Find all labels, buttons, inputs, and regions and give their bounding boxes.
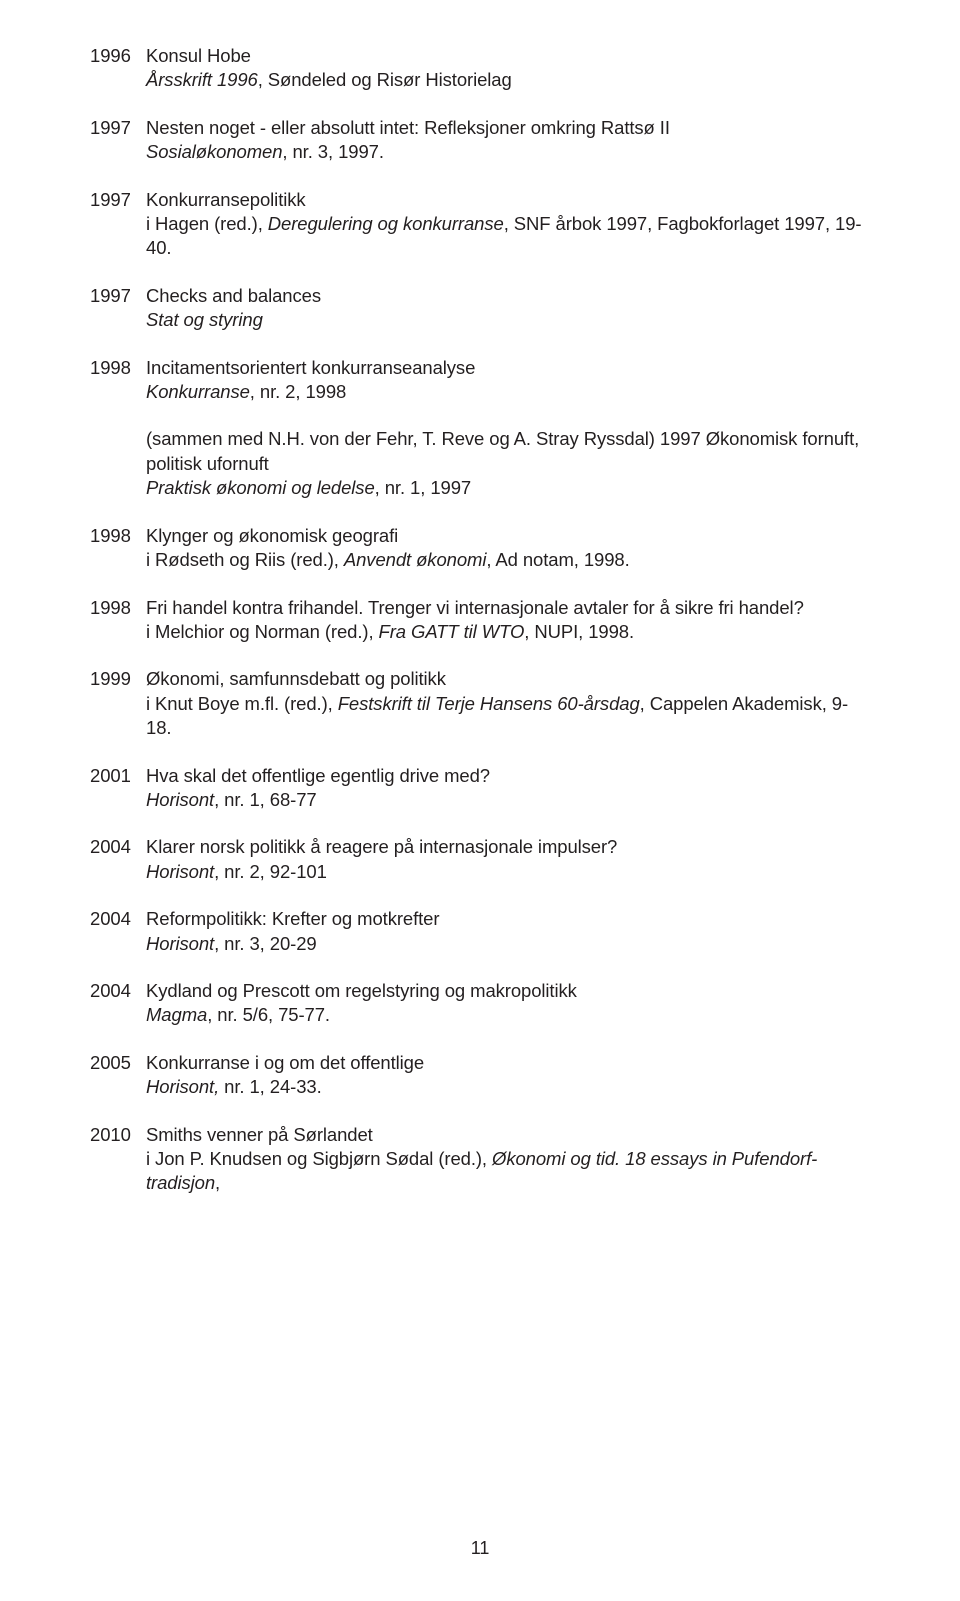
entry-year: 2005 [90, 1051, 146, 1100]
bibliography-entry: 2004Kydland og Prescott om regelstyring … [90, 979, 870, 1028]
entry-line: Klynger og økonomisk geografi [146, 524, 870, 548]
entry-year: 1998 [90, 356, 146, 405]
entry-year: 2004 [90, 907, 146, 956]
entry-content: Nesten noget - eller absolutt intet: Ref… [146, 116, 870, 165]
entry-year: 2004 [90, 979, 146, 1028]
entry-line: Økonomi, samfunnsdebatt og politikk [146, 667, 870, 691]
bibliography-entry: 2004Reformpolitikk: Krefter og motkrefte… [90, 907, 870, 956]
entry-content: Hva skal det offentlige egentlig drive m… [146, 764, 870, 813]
entry-year: 1996 [90, 44, 146, 93]
entry-year [90, 427, 146, 500]
entry-line: Hva skal det offentlige egentlig drive m… [146, 764, 870, 788]
entry-content: Klynger og økonomisk geografii Rødseth o… [146, 524, 870, 573]
entry-year: 1997 [90, 116, 146, 165]
entry-year: 1999 [90, 667, 146, 740]
entry-year: 1998 [90, 596, 146, 645]
bibliography-entry: 1997Konkurransepolitikki Hagen (red.), D… [90, 188, 870, 261]
entry-content: (sammen med N.H. von der Fehr, T. Reve o… [146, 427, 870, 500]
bibliography-entry: 1998Incitamentsorientert konkurranseanal… [90, 356, 870, 405]
bibliography-entry: (sammen med N.H. von der Fehr, T. Reve o… [90, 427, 870, 500]
entry-line: Konsul Hobe [146, 44, 870, 68]
entry-content: Checks and balancesStat og styring [146, 284, 870, 333]
entry-content: Konkurranse i og om det offentligeHoriso… [146, 1051, 870, 1100]
entry-line: Konkurransepolitikk [146, 188, 870, 212]
entry-line: Kydland og Prescott om regelstyring og m… [146, 979, 870, 1003]
entry-line: Horisont, nr. 3, 20-29 [146, 932, 870, 956]
entry-content: Incitamentsorientert konkurranseanalyseK… [146, 356, 870, 405]
entry-line: Stat og styring [146, 308, 870, 332]
entry-line: Nesten noget - eller absolutt intet: Ref… [146, 116, 870, 140]
entry-content: Økonomi, samfunnsdebatt og politikki Knu… [146, 667, 870, 740]
entry-line: i Hagen (red.), Deregulering og konkurra… [146, 212, 870, 261]
entry-line: Klarer norsk politikk å reagere på inter… [146, 835, 870, 859]
bibliography-entry: 2001Hva skal det offentlige egentlig dri… [90, 764, 870, 813]
entry-content: Fri handel kontra frihandel. Trenger vi … [146, 596, 870, 645]
entry-content: Kydland og Prescott om regelstyring og m… [146, 979, 870, 1028]
bibliography-entry: 1998Fri handel kontra frihandel. Trenger… [90, 596, 870, 645]
entry-line: i Melchior og Norman (red.), Fra GATT ti… [146, 620, 870, 644]
entry-year: 2010 [90, 1123, 146, 1196]
entry-line: i Knut Boye m.fl. (red.), Festskrift til… [146, 692, 870, 741]
entry-year: 2004 [90, 835, 146, 884]
bibliography-entry: 2004Klarer norsk politikk å reagere på i… [90, 835, 870, 884]
publication-list: 1996Konsul HobeÅrsskrift 1996, Søndeled … [90, 44, 870, 1196]
entry-line: Horisont, nr. 2, 92-101 [146, 860, 870, 884]
bibliography-entry: 2010Smiths venner på Sørlandeti Jon P. K… [90, 1123, 870, 1196]
entry-line: Årsskrift 1996, Søndeled og Risør Histor… [146, 68, 870, 92]
entry-line: Fri handel kontra frihandel. Trenger vi … [146, 596, 870, 620]
entry-content: Konkurransepolitikki Hagen (red.), Dereg… [146, 188, 870, 261]
bibliography-entry: 1996Konsul HobeÅrsskrift 1996, Søndeled … [90, 44, 870, 93]
entry-content: Reformpolitikk: Krefter og motkrefterHor… [146, 907, 870, 956]
entry-content: Smiths venner på Sørlandeti Jon P. Knuds… [146, 1123, 870, 1196]
bibliography-entry: 1999Økonomi, samfunnsdebatt og politikki… [90, 667, 870, 740]
entry-content: Klarer norsk politikk å reagere på inter… [146, 835, 870, 884]
entry-line: Praktisk økonomi og ledelse, nr. 1, 1997 [146, 476, 870, 500]
entry-line: Konkurranse i og om det offentlige [146, 1051, 870, 1075]
bibliography-entry: 1997Checks and balancesStat og styring [90, 284, 870, 333]
entry-line: (sammen med N.H. von der Fehr, T. Reve o… [146, 427, 870, 476]
entry-line: i Rødseth og Riis (red.), Anvendt økonom… [146, 548, 870, 572]
entry-year: 1997 [90, 284, 146, 333]
entry-line: Konkurranse, nr. 2, 1998 [146, 380, 870, 404]
entry-line: Incitamentsorientert konkurranseanalyse [146, 356, 870, 380]
entry-line: i Jon P. Knudsen og Sigbjørn Sødal (red.… [146, 1147, 870, 1196]
entry-year: 1998 [90, 524, 146, 573]
entry-line: Smiths venner på Sørlandet [146, 1123, 870, 1147]
bibliography-entry: 2005Konkurranse i og om det offentligeHo… [90, 1051, 870, 1100]
bibliography-entry: 1998Klynger og økonomisk geografii Rødse… [90, 524, 870, 573]
entry-line: Magma, nr. 5/6, 75-77. [146, 1003, 870, 1027]
entry-line: Checks and balances [146, 284, 870, 308]
entry-line: Horisont, nr. 1, 68-77 [146, 788, 870, 812]
entry-line: Horisont, nr. 1, 24-33. [146, 1075, 870, 1099]
bibliography-entry: 1997Nesten noget - eller absolutt intet:… [90, 116, 870, 165]
entry-year: 1997 [90, 188, 146, 261]
entry-content: Konsul HobeÅrsskrift 1996, Søndeled og R… [146, 44, 870, 93]
entry-line: Sosialøkonomen, nr. 3, 1997. [146, 140, 870, 164]
entry-year: 2001 [90, 764, 146, 813]
page-number: 11 [0, 1537, 960, 1561]
entry-line: Reformpolitikk: Krefter og motkrefter [146, 907, 870, 931]
